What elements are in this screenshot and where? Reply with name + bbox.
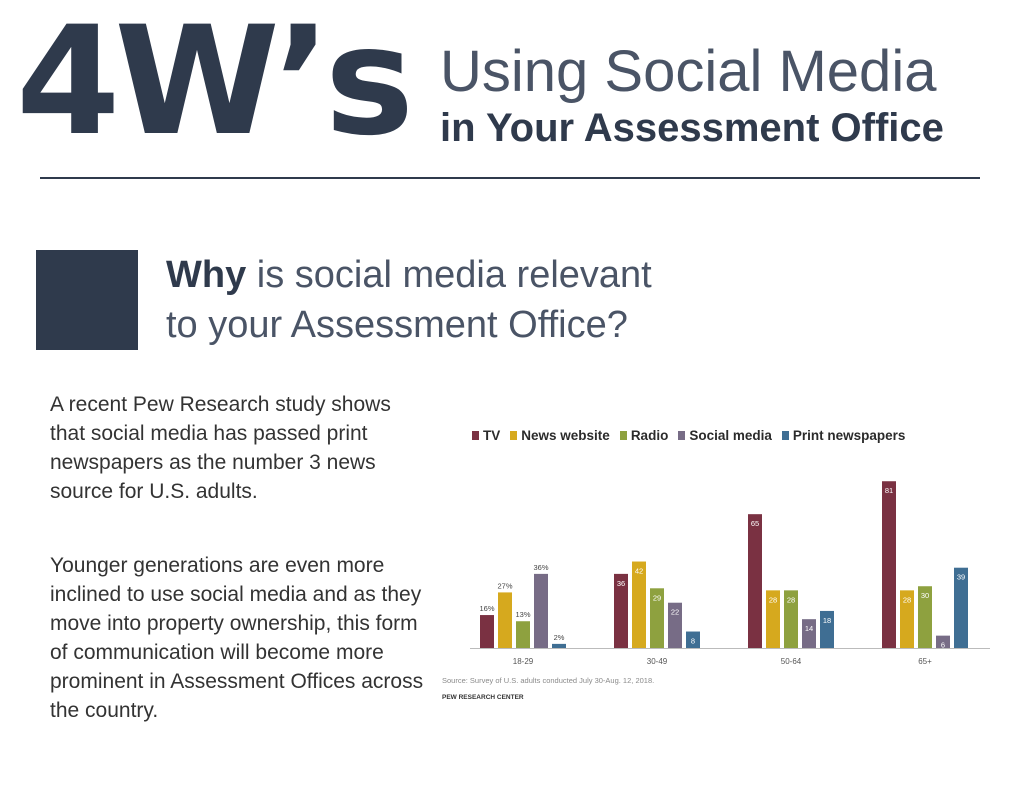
bar-news-website-30-49 [632, 561, 646, 648]
bar-value-label: 14 [805, 624, 813, 633]
x-tick-label: 65+ [918, 657, 932, 666]
bar-social-media-50-64 [802, 619, 816, 648]
bar-print-newspapers-50-64 [820, 610, 834, 648]
legend-label: Print newspapers [792, 428, 906, 443]
bar-social-media-65+ [936, 635, 950, 648]
x-tick-label: 18-29 [513, 657, 534, 666]
big-4ws-title: 4W’s [16, 0, 414, 169]
bar-value-label: 30 [921, 591, 929, 600]
bar-value-label: 22 [671, 608, 679, 617]
bar-print-newspapers-65+ [954, 567, 968, 648]
bar-value-label: 8 [691, 637, 695, 646]
bar-value-label: 6 [941, 641, 945, 650]
heading-bold-word: Why [166, 254, 247, 296]
bar-value-label: 18 [823, 616, 831, 625]
bar-radio-50-64 [784, 590, 798, 648]
title-line-2: in Your Assessment Office [440, 106, 944, 150]
legend-item-radio: Radio [619, 428, 669, 443]
x-tick-label: 50-64 [781, 657, 802, 666]
paragraph-2: Younger generations are even more inclin… [50, 554, 424, 722]
chart-source-note: Source: Survey of U.S. adults conducted … [442, 676, 655, 685]
x-tick-label: 30-49 [647, 657, 668, 666]
legend-swatch [619, 431, 627, 440]
bar-value-label: 39 [957, 573, 965, 582]
legend-label: Radio [630, 428, 669, 443]
bar-value-label: 13% [515, 610, 530, 619]
legend-swatch [781, 431, 789, 440]
bar-value-label: 42 [635, 567, 643, 576]
bar-print-newspapers-30-49 [686, 631, 700, 648]
bar-radio-18-29 [516, 621, 530, 648]
bar-tv-18-29 [480, 615, 494, 648]
legend-item-news-website: News website [510, 428, 610, 443]
bar-value-label: 81 [885, 486, 893, 495]
legend-label: News website [521, 428, 610, 443]
bar-value-label: 28 [903, 595, 911, 604]
bar-news-website-18-29 [498, 592, 512, 648]
bar-social-media-18-29 [534, 573, 548, 648]
bar-value-label: 27% [497, 581, 512, 590]
bar-radio-65+ [918, 586, 932, 648]
chart-legend: TV News website Radio Social media Print new… [472, 428, 915, 443]
title-line-1: Using Social Media [440, 39, 937, 104]
heading-rest-2: to your Assessment Office? [166, 304, 628, 346]
chart-container: TV News website Radio Social media Print new… [440, 418, 1000, 718]
bar-social-media-30-49 [668, 602, 682, 648]
section-square-marker [36, 250, 138, 350]
header-divider [40, 177, 980, 179]
bar-news-website-65+ [900, 590, 914, 648]
legend-swatch [678, 431, 686, 440]
bar-value-label: 28 [787, 595, 795, 604]
legend-swatch [510, 431, 518, 440]
legend-item-print-newspapers: Print newspapers [781, 428, 906, 443]
bar-value-label: 36 [617, 579, 625, 588]
legend-item-tv: TV [472, 428, 500, 443]
bar-value-label: 29 [653, 593, 661, 602]
paragraph-1: A recent Pew Research study shows that s… [50, 393, 391, 503]
bar-value-label: 65 [751, 519, 759, 528]
bar-value-label: 16% [479, 604, 494, 613]
bar-tv-65+ [882, 481, 896, 648]
bar-chart: 16% 27% 13% 36% 2% 18-29 36 42 29 22 8 30-49 65 28 28 1… [470, 481, 990, 666]
bar-radio-30-49 [650, 588, 664, 648]
bar-print-newspapers-18-29 [552, 643, 566, 648]
bar-value-label: 36% [533, 563, 548, 572]
legend-swatch [472, 431, 479, 440]
legend-item-social-media: Social media [678, 428, 772, 443]
bar-value-label: 2% [554, 633, 565, 642]
legend-label: TV [483, 428, 501, 443]
chart-credit: PEW RESEARCH CENTER [442, 694, 524, 701]
section-heading: Why is social media relevant to your Ass… [166, 250, 766, 350]
bar-news-website-50-64 [766, 590, 780, 648]
bar-tv-30-49 [614, 573, 628, 648]
legend-label: Social media [689, 428, 772, 443]
bar-value-label: 28 [769, 595, 777, 604]
bar-tv-50-64 [748, 514, 762, 648]
heading-rest-1: is social media relevant [246, 254, 652, 296]
